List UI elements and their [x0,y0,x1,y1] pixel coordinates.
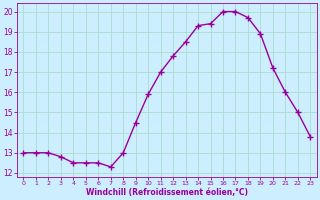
X-axis label: Windchill (Refroidissement éolien,°C): Windchill (Refroidissement éolien,°C) [86,188,248,197]
